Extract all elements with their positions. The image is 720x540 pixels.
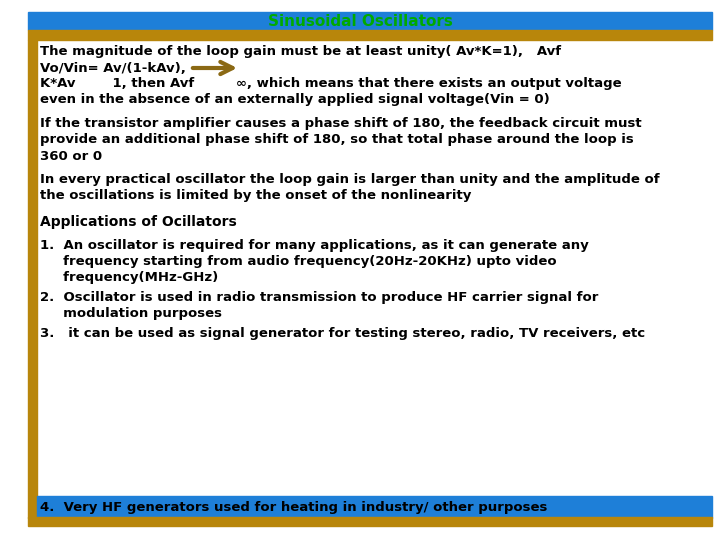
Text: The magnitude of the loop gain must be at least unity( Av*K=1),   Avf: The magnitude of the loop gain must be a…: [40, 45, 561, 58]
Text: Applications of Ocillators: Applications of Ocillators: [40, 215, 237, 229]
Text: 1.  An oscillator is required for many applications, as it can generate any: 1. An oscillator is required for many ap…: [40, 240, 589, 253]
Text: Vo/Vin= Av/(1-kAv),: Vo/Vin= Av/(1-kAv),: [40, 62, 186, 75]
Text: frequency(MHz-GHz): frequency(MHz-GHz): [40, 272, 218, 285]
Text: provide an additional phase shift of 180, so that total phase around the loop is: provide an additional phase shift of 180…: [40, 133, 634, 146]
Text: 3.   it can be used as signal generator for testing stereo, radio, TV receivers,: 3. it can be used as signal generator fo…: [40, 327, 645, 341]
Text: even in the absence of an externally applied signal voltage(Vin = 0): even in the absence of an externally app…: [40, 93, 550, 106]
Bar: [37, 496, 712, 518]
Text: 2.  Oscillator is used in radio transmission to produce HF carrier signal for: 2. Oscillator is used in radio transmiss…: [40, 292, 598, 305]
Text: In every practical oscillator the loop gain is larger than unity and the amplitu: In every practical oscillator the loop g…: [40, 173, 660, 186]
Text: the oscillations is limited by the onset of the nonlinearity: the oscillations is limited by the onset…: [40, 190, 472, 202]
Bar: [28, 517, 712, 526]
Text: 360 or 0: 360 or 0: [40, 150, 102, 163]
Text: frequency starting from audio frequency(20Hz-20KHz) upto video: frequency starting from audio frequency(…: [40, 255, 557, 268]
Bar: [28, 12, 712, 30]
Bar: [28, 30, 712, 40]
Text: Sinusoidal Oscillators: Sinusoidal Oscillators: [268, 14, 452, 29]
Bar: [28, 40, 37, 518]
Text: modulation purposes: modulation purposes: [40, 307, 222, 321]
Text: If the transistor amplifier causes a phase shift of 180, the feedback circuit mu: If the transistor amplifier causes a pha…: [40, 118, 642, 131]
Text: K*Av        1, then Avf         ∞, which means that there exists an output volta: K*Av 1, then Avf ∞, which means that the…: [40, 78, 621, 91]
Text: 4.  Very HF generators used for heating in industry/ other purposes: 4. Very HF generators used for heating i…: [40, 501, 547, 514]
